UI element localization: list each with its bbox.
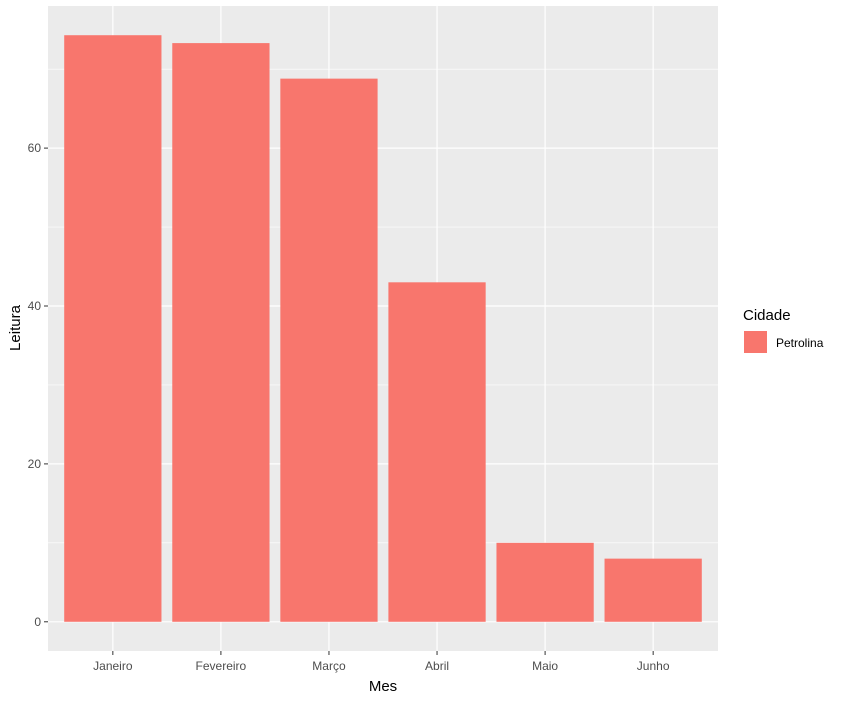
legend-label-petrolina: Petrolina bbox=[776, 336, 824, 350]
y-tick-label: 60 bbox=[28, 141, 42, 155]
legend-key-petrolina bbox=[744, 331, 767, 353]
y-axis-title: Leitura bbox=[7, 304, 24, 351]
legend-title: Cidade bbox=[743, 307, 791, 324]
x-axis-title: Mes bbox=[369, 678, 397, 695]
y-tick-label: 40 bbox=[28, 299, 42, 313]
x-tick-label: Janeiro bbox=[93, 659, 133, 673]
bar-junho bbox=[604, 558, 702, 622]
x-axis-ticks: Janeiro Fevereiro Março Abril Maio Junho bbox=[93, 651, 670, 673]
x-tick-label: Maio bbox=[532, 659, 558, 673]
bar-maio bbox=[496, 542, 594, 622]
bars bbox=[64, 35, 702, 622]
bar-março bbox=[280, 78, 378, 622]
x-tick-label: Fevereiro bbox=[196, 659, 247, 673]
x-tick-label: Abril bbox=[425, 659, 449, 673]
bar-janeiro bbox=[64, 35, 162, 622]
bar-fevereiro bbox=[172, 43, 270, 622]
x-tick-label: Junho bbox=[637, 659, 670, 673]
legend: Cidade Petrolina bbox=[743, 307, 824, 353]
y-axis-ticks: 0 20 40 60 bbox=[28, 141, 48, 629]
y-tick-label: 0 bbox=[34, 615, 41, 629]
y-tick-label: 20 bbox=[28, 457, 42, 471]
bar-abril bbox=[388, 282, 486, 622]
x-tick-label: Março bbox=[312, 659, 346, 673]
